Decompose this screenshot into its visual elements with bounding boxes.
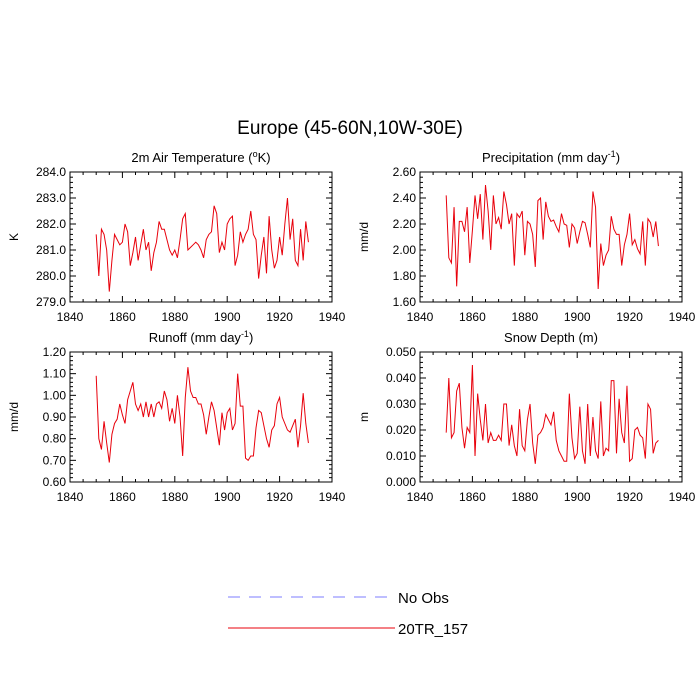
- x-tick-label: 1920: [616, 490, 643, 504]
- x-tick-label: 1900: [564, 490, 591, 504]
- x-tick-label: 1920: [616, 310, 643, 324]
- y-tick-label: 1.20: [43, 345, 67, 359]
- y-tick-label: 0.60: [43, 475, 67, 489]
- y-tick-label: 0.030: [386, 397, 416, 411]
- y-axis-label: mm/d: [7, 402, 21, 432]
- panel-4: Snow Depth (m) 1840 1860 1880 1900 1920 1940 0.…: [357, 330, 696, 504]
- panels: 2m Air Temperature (oK)1840 1860 1880 1900 1…: [7, 149, 696, 504]
- figure-title: Europe (45-60N,10W-30E): [237, 118, 463, 139]
- y-tick-label: 284.0: [36, 165, 66, 179]
- y-tick-label: 1.10: [43, 367, 67, 381]
- panel-1: 2m Air Temperature (oK) 1840 1860 1880 1900 1…: [7, 149, 346, 324]
- panel-title-text: Snow Depth (m): [504, 330, 598, 345]
- panel-title-superscript: -1: [241, 329, 249, 339]
- x-tick-label: 1840: [407, 490, 434, 504]
- plot-frame: [69, 171, 333, 303]
- y-tick-label: 279.0: [36, 295, 66, 309]
- legend-label-obs: No Obs: [398, 590, 449, 607]
- x-tick-label: 1880: [511, 490, 538, 504]
- x-tick-label: 1860: [459, 490, 486, 504]
- x-tick-label: 1880: [511, 310, 538, 324]
- y-axis-label: mm/d: [357, 222, 371, 252]
- x-tick-label: 1840: [57, 490, 84, 504]
- y-tick-label: 0.050: [386, 345, 416, 359]
- panel-title-suffix: ): [249, 330, 253, 345]
- y-tick-label: 2.40: [393, 191, 417, 205]
- panel-title-text: 2m Air Temperature (: [131, 150, 253, 165]
- series-line-20TR_157: [445, 184, 659, 290]
- y-tick-label: 0.000: [386, 475, 416, 489]
- panel-title-text: Runoff (mm day: [149, 330, 242, 345]
- x-tick-label: 1940: [319, 310, 346, 324]
- panel-title: Precipitation (mm day-1): [482, 149, 620, 165]
- panel-title: 2m Air Temperature (oK): [131, 149, 270, 165]
- plot-frame: [419, 171, 683, 303]
- y-tick-label: 0.040: [386, 371, 416, 385]
- x-tick-label: 1900: [214, 310, 241, 324]
- legend-item-obs: No Obs: [228, 590, 449, 607]
- x-tick-label: 1940: [669, 310, 696, 324]
- legend: No Obs 20TR_157: [228, 590, 468, 638]
- panel-title-suffix: ): [616, 150, 620, 165]
- legend-label-model: 20TR_157: [398, 621, 468, 638]
- y-tick-label: 282.0: [36, 217, 66, 231]
- panel-2: Precipitation (mm day-1) 1840 1860 1880 1900…: [357, 149, 696, 324]
- series-line-20TR_157: [445, 364, 659, 464]
- panel-title-superscript: o: [253, 149, 258, 159]
- plot-frame: [419, 351, 683, 483]
- x-tick-label: 1880: [161, 490, 188, 504]
- x-tick-label: 1860: [459, 310, 486, 324]
- y-tick-label: 2.00: [393, 243, 417, 257]
- series-line-20TR_157: [95, 367, 309, 463]
- y-tick-label: 0.80: [43, 432, 67, 446]
- panel-title: Runoff (mm day-1): [149, 329, 254, 345]
- y-tick-label: 1.80: [393, 269, 417, 283]
- panel-title-text: Precipitation (mm day: [482, 150, 608, 165]
- x-tick-label: 1940: [319, 490, 346, 504]
- y-tick-label: 1.00: [43, 388, 67, 402]
- y-tick-label: 2.20: [393, 217, 417, 231]
- panel-title-suffix: K): [258, 150, 271, 165]
- x-tick-label: 1920: [266, 490, 293, 504]
- y-tick-label: 0.70: [43, 453, 67, 467]
- y-axis-label: K: [7, 233, 21, 241]
- x-tick-label: 1940: [669, 490, 696, 504]
- x-tick-label: 1840: [407, 310, 434, 324]
- series-line-20TR_157: [95, 197, 309, 292]
- x-tick-label: 1880: [161, 310, 188, 324]
- x-tick-label: 1900: [214, 490, 241, 504]
- x-tick-label: 1860: [109, 310, 136, 324]
- panel-3: Runoff (mm day-1) 1840 1860 1880 1900 1920 194…: [7, 329, 346, 504]
- panel-title-superscript: -1: [608, 149, 616, 159]
- x-tick-label: 1860: [109, 490, 136, 504]
- y-axis-label: m: [357, 412, 371, 422]
- panel-title: Snow Depth (m): [504, 330, 598, 345]
- y-tick-label: 281.0: [36, 243, 66, 257]
- y-tick-label: 0.010: [386, 449, 416, 463]
- legend-item-model: 20TR_157: [228, 621, 468, 638]
- y-tick-label: 280.0: [36, 269, 66, 283]
- y-tick-label: 2.60: [393, 165, 417, 179]
- y-tick-label: 0.020: [386, 423, 416, 437]
- x-tick-label: 1840: [57, 310, 84, 324]
- y-tick-label: 0.90: [43, 410, 67, 424]
- x-tick-label: 1920: [266, 310, 293, 324]
- y-tick-label: 283.0: [36, 191, 66, 205]
- x-tick-label: 1900: [564, 310, 591, 324]
- y-tick-label: 1.60: [393, 295, 417, 309]
